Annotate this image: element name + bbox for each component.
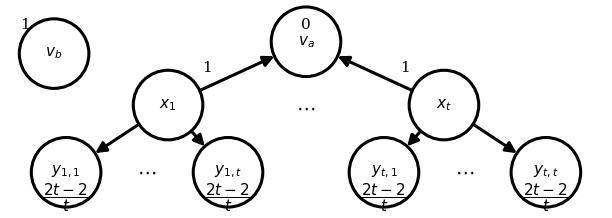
Text: $\cdots$: $\cdots$ (138, 163, 157, 182)
Ellipse shape (31, 138, 101, 207)
Text: $\dfrac{2t-2}{t}$: $\dfrac{2t-2}{t}$ (523, 181, 569, 214)
Text: 1: 1 (21, 18, 30, 32)
Text: 1: 1 (202, 61, 212, 75)
Text: $y_{1,t}$: $y_{1,t}$ (214, 164, 242, 181)
Text: 1: 1 (400, 61, 410, 75)
Ellipse shape (20, 19, 89, 88)
Text: $y_{t,t}$: $y_{t,t}$ (533, 164, 559, 181)
Text: $\cdots$: $\cdots$ (455, 163, 474, 182)
Text: $v_b$: $v_b$ (45, 46, 63, 61)
Text: $x_t$: $x_t$ (436, 97, 452, 113)
Text: $y_{1,1}$: $y_{1,1}$ (51, 164, 81, 181)
Ellipse shape (409, 70, 479, 140)
Ellipse shape (511, 138, 581, 207)
Text: 0: 0 (301, 18, 311, 32)
Ellipse shape (133, 70, 203, 140)
Text: $y_{t,1}$: $y_{t,1}$ (371, 164, 397, 181)
Text: $\dfrac{2t-2}{t}$: $\dfrac{2t-2}{t}$ (361, 181, 407, 214)
Ellipse shape (193, 138, 263, 207)
Text: $v_a$: $v_a$ (297, 34, 315, 49)
Ellipse shape (349, 138, 419, 207)
Ellipse shape (271, 7, 341, 77)
Text: $\cdots$: $\cdots$ (296, 99, 316, 118)
Text: $x_1$: $x_1$ (160, 97, 177, 113)
Text: $\dfrac{2t-2}{t}$: $\dfrac{2t-2}{t}$ (43, 181, 89, 214)
Text: $\dfrac{2t-2}{t}$: $\dfrac{2t-2}{t}$ (205, 181, 251, 214)
